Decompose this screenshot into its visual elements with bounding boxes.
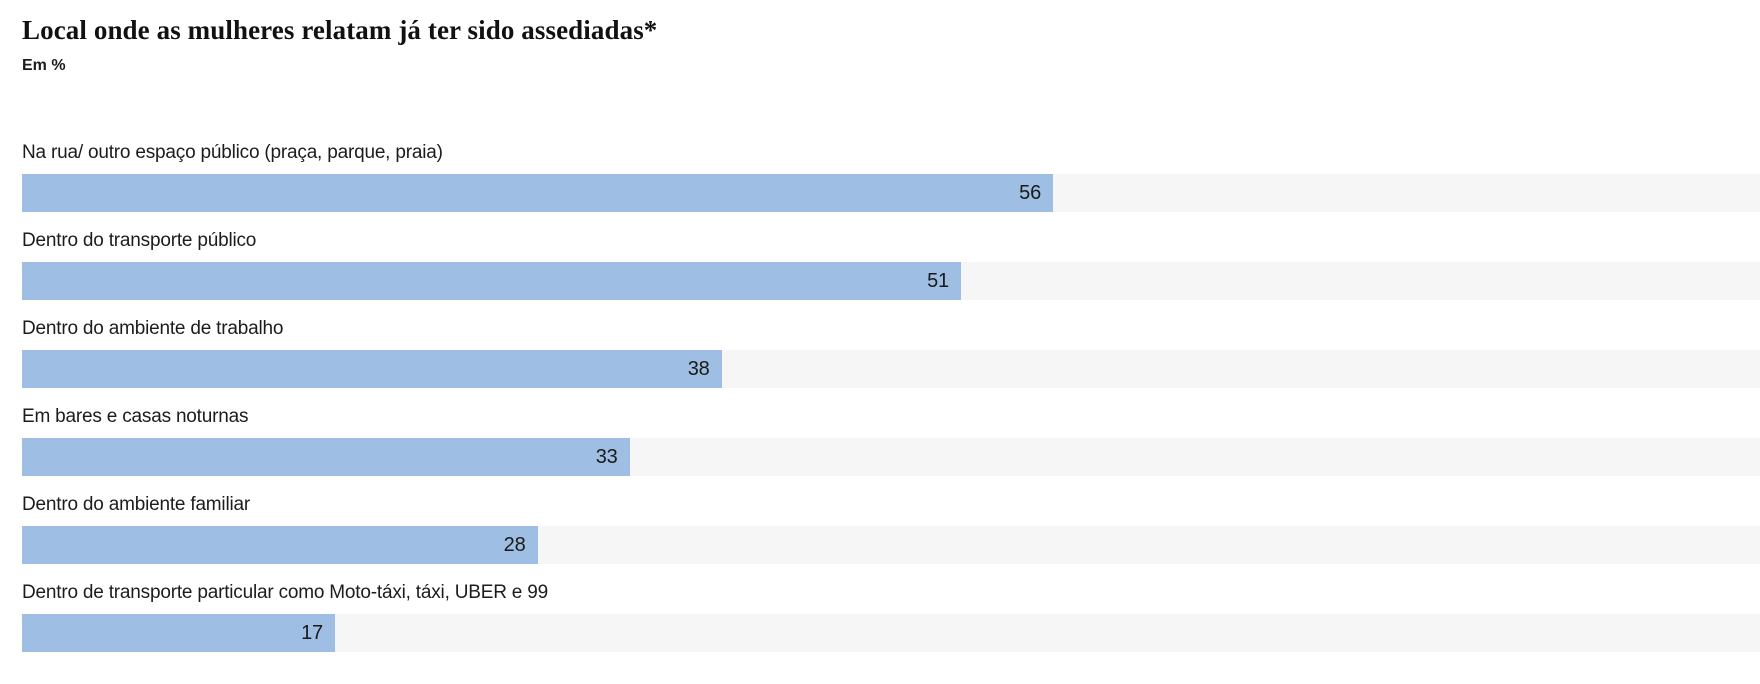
bar-track: 38 (22, 350, 1760, 388)
bar-row: Dentro do ambiente de trabalho 38 (22, 316, 1760, 388)
bar-value: 38 (687, 357, 710, 380)
bar-row: Dentro do transporte público 51 (22, 228, 1760, 300)
bar-value: 51 (927, 269, 949, 292)
bar-label: Dentro do ambiente de trabalho (22, 318, 284, 339)
chart-title: Local onde as mulheres relatam já ter si… (22, 15, 658, 45)
bar-track: 33 (22, 438, 1760, 476)
bar-fill: 51 (22, 262, 961, 300)
bar-track: 28 (22, 526, 1760, 564)
bar-value: 56 (1019, 181, 1042, 204)
bar-fill: 33 (22, 438, 630, 476)
bar-label: Em bares e casas noturnas (22, 406, 249, 427)
bar-label: Dentro do ambiente familiar (22, 494, 250, 515)
bar-fill: 56 (22, 174, 1054, 212)
bar-track: 17 (22, 614, 1760, 652)
bar-value: 33 (595, 445, 618, 468)
bar-rows: Na rua/ outro espaço público (praça, par… (22, 140, 1760, 652)
bar-row: Dentro do ambiente familiar 28 (22, 492, 1760, 564)
bar-value: 17 (301, 621, 323, 644)
bar-row: Na rua/ outro espaço público (praça, par… (22, 140, 1760, 212)
bar-label: Na rua/ outro espaço público (praça, par… (22, 142, 443, 163)
bar-track: 56 (22, 174, 1760, 212)
bar-fill: 17 (22, 614, 335, 652)
bar-label: Dentro de transporte particular como Mot… (22, 582, 548, 603)
chart-subtitle: Em % (22, 57, 66, 74)
bar-row: Dentro de transporte particular como Mot… (22, 580, 1760, 652)
bar-row: Em bares e casas noturnas 33 (22, 404, 1760, 476)
bar-track: 51 (22, 262, 1760, 300)
bar-fill: 38 (22, 350, 722, 388)
bar-label: Dentro do transporte público (22, 230, 257, 251)
bar-fill: 28 (22, 526, 538, 564)
bar-value: 28 (503, 533, 526, 556)
